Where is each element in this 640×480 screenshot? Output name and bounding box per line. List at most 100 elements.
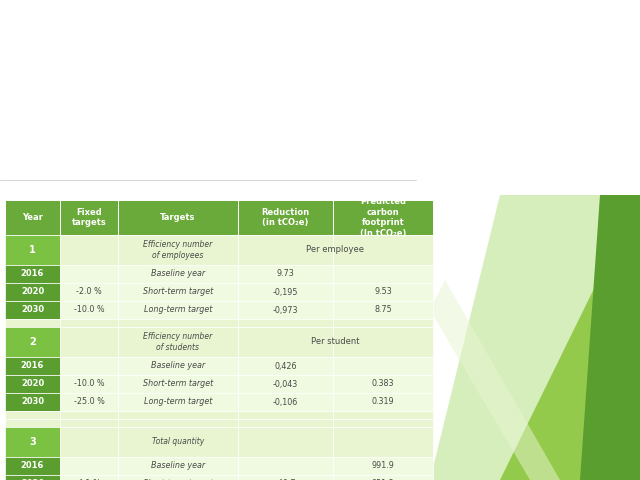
Bar (238, 235, 333, 265)
Bar (333, 301, 433, 319)
Bar (238, 457, 333, 475)
Bar (333, 375, 433, 393)
Bar (118, 319, 238, 327)
Bar (5, 419, 60, 427)
Text: Baseline year: Baseline year (151, 461, 205, 470)
Bar (118, 393, 238, 411)
Bar (333, 457, 433, 475)
Bar (5, 411, 60, 419)
Bar (333, 357, 433, 375)
Bar (118, 327, 238, 357)
Bar (333, 411, 433, 419)
Bar (238, 427, 333, 457)
Text: 0.319: 0.319 (372, 397, 394, 407)
Text: 8.75: 8.75 (374, 305, 392, 314)
Text: 2016: 2016 (21, 461, 44, 470)
Polygon shape (580, 195, 640, 480)
Text: Per student: Per student (311, 337, 360, 347)
Text: Efficiency number
of students: Efficiency number of students (143, 332, 212, 352)
Bar (5, 475, 60, 480)
Bar (5, 200, 60, 235)
Text: -0,106: -0,106 (273, 397, 298, 407)
Text: 2016: 2016 (21, 269, 44, 278)
Bar (238, 327, 333, 357)
Polygon shape (500, 195, 640, 480)
Bar (333, 393, 433, 411)
Text: Per employee: Per employee (307, 245, 365, 254)
Bar (238, 393, 333, 411)
Text: Baseline year: Baseline year (151, 361, 205, 371)
Bar (60, 393, 118, 411)
Bar (5, 301, 60, 319)
Text: Short-term target: Short-term target (143, 288, 213, 297)
Text: 2030: 2030 (21, 397, 44, 407)
Bar (60, 319, 118, 327)
Text: 0,426: 0,426 (275, 361, 297, 371)
Bar (5, 375, 60, 393)
Bar (118, 419, 238, 427)
Bar (60, 427, 118, 457)
Polygon shape (430, 195, 640, 480)
Bar (333, 200, 433, 235)
Bar (333, 283, 433, 301)
Bar (60, 301, 118, 319)
Bar (60, 200, 118, 235)
Bar (5, 427, 60, 457)
Text: 3: 3 (29, 437, 36, 447)
Bar (118, 265, 238, 283)
Text: 1: 1 (29, 245, 36, 255)
Text: 991.9: 991.9 (372, 461, 394, 470)
Text: Baseline year: Baseline year (151, 269, 205, 278)
Bar (333, 235, 433, 265)
Bar (60, 419, 118, 427)
Text: Fixed
targets: Fixed targets (72, 208, 106, 227)
Bar (60, 235, 118, 265)
Bar (118, 475, 238, 480)
Bar (5, 327, 60, 357)
Bar (118, 235, 238, 265)
Polygon shape (430, 280, 560, 480)
Bar (238, 283, 333, 301)
Bar (118, 427, 238, 457)
Text: Reduction
(in tCO₂e): Reduction (in tCO₂e) (261, 208, 310, 227)
Bar (5, 393, 60, 411)
Bar (118, 357, 238, 375)
Text: -10.0 %: -10.0 % (74, 380, 104, 388)
Bar (5, 457, 60, 475)
Bar (118, 200, 238, 235)
Text: 0.383: 0.383 (372, 380, 394, 388)
Bar (118, 457, 238, 475)
Bar (333, 419, 433, 427)
Bar (238, 319, 333, 327)
Bar (118, 301, 238, 319)
Bar (60, 357, 118, 375)
Bar (60, 265, 118, 283)
Text: -10.0 %: -10.0 % (74, 305, 104, 314)
Text: 2: 2 (29, 337, 36, 347)
Bar (5, 283, 60, 301)
Bar (238, 200, 333, 235)
Bar (238, 411, 333, 419)
Text: Predicted
carbon
footprint
(In tCO₂e): Predicted carbon footprint (In tCO₂e) (360, 197, 406, 238)
Bar (5, 357, 60, 375)
Bar (238, 419, 333, 427)
Bar (5, 265, 60, 283)
Text: -0,973: -0,973 (273, 305, 298, 314)
Text: 2030: 2030 (21, 305, 44, 314)
Text: Long-term target: Long-term target (144, 305, 212, 314)
Bar (60, 411, 118, 419)
Bar (118, 283, 238, 301)
Text: Efficiency number
of employees: Efficiency number of employees (143, 240, 212, 260)
Text: -25.0 %: -25.0 % (74, 397, 104, 407)
Bar (5, 235, 60, 265)
Text: Long-term target: Long-term target (144, 397, 212, 407)
Bar (238, 265, 333, 283)
Text: Total quantity: Total quantity (152, 437, 204, 446)
Bar (238, 375, 333, 393)
Bar (333, 327, 433, 357)
Bar (333, 319, 433, 327)
Bar (238, 475, 333, 480)
Bar (333, 265, 433, 283)
Text: Targets: Targets (160, 213, 196, 222)
Bar (118, 411, 238, 419)
